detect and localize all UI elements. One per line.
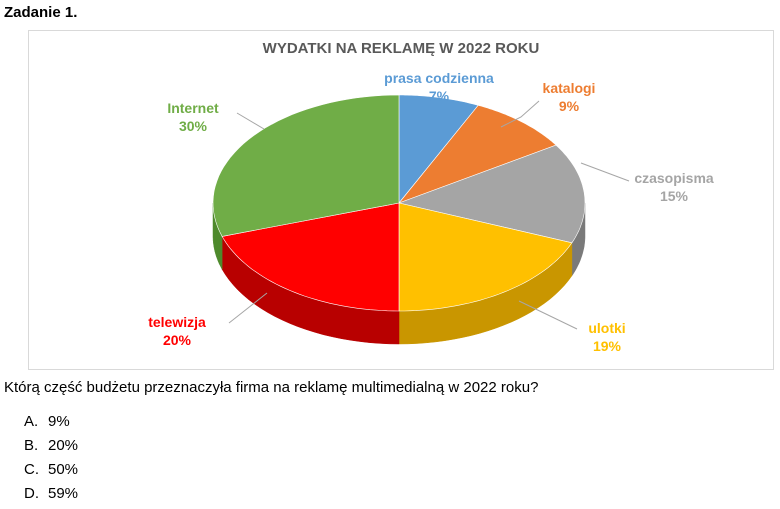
leader-line [580,162,630,182]
answer-d[interactable]: D. 59% [24,482,78,506]
answer-letter: D. [24,485,39,502]
slice-value-label: 15% [660,188,689,204]
slice-label: telewizja [148,314,206,330]
answer-text: 9% [48,413,70,430]
pie-slice-katalogi [398,104,557,204]
slice-label: ulotki [588,320,625,336]
leader-line [236,112,265,130]
pie-slice-prasa-codzienna [398,94,479,204]
answer-b[interactable]: B. 20% [24,434,78,458]
slice-label: katalogi [543,80,596,96]
pie-slice-czasopisma [397,144,586,244]
answer-c[interactable]: C. 50% [24,458,78,482]
pie-slice-internet [212,94,400,237]
chart-title: WYDATKI NA REKLAMĘ W 2022 ROKU [263,40,540,57]
answer-letter: C. [24,461,39,478]
task-title: Zadanie 1. [4,4,78,21]
answer-a[interactable]: A. 9% [24,410,78,434]
pie-slice-telewizja [221,202,400,312]
answer-letter: A. [24,413,39,430]
answer-text: 20% [48,437,79,454]
answer-text: 59% [48,485,79,502]
slice-value-label: 7% [429,88,450,104]
answer-text: 50% [48,461,79,478]
slice-label: czasopisma [634,170,714,186]
slice-value-label: 20% [163,332,192,348]
pie-top [212,94,586,312]
slice-value-label: 9% [559,98,580,114]
slice-label: prasa codzienna [384,70,494,86]
leader-line [500,100,540,128]
pie-slice-ulotki [398,202,573,312]
answer-letter: B. [24,437,39,454]
leader-line [518,300,578,330]
slice-label: Internet [167,100,219,116]
pie-chart: WYDATKI NA REKLAMĘ W 2022 ROKU prasa codz… [148,40,714,354]
leader-line [228,292,268,324]
chart-frame: WYDATKI NA REKLAMĘ W 2022 ROKU prasa codz… [28,30,774,370]
answer-list: A. 9% B. 20% C. 50% D. 59% [24,410,78,506]
slice-value-label: 30% [179,118,208,134]
slice-value-label: 19% [593,338,622,354]
question-text: Którą część budżetu przeznaczyła firma n… [4,379,539,396]
